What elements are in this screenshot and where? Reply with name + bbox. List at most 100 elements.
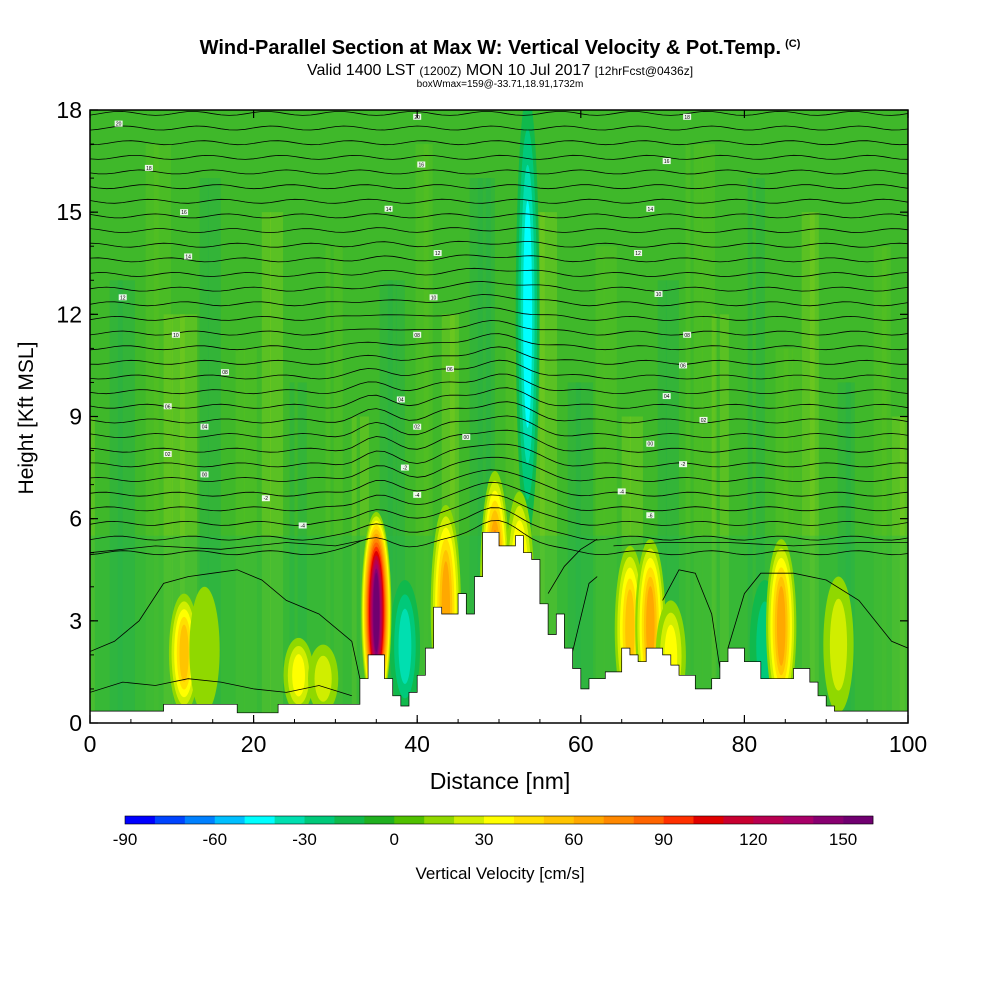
isotherm-line <box>727 572 908 649</box>
isotherm-line <box>572 576 598 652</box>
isotherm-label: 02 <box>699 416 708 424</box>
isotherm-line <box>662 569 721 669</box>
isotherm-label: 04 <box>396 396 405 403</box>
texture-streak <box>387 280 393 723</box>
texture-streak <box>845 382 851 723</box>
colorbar-swatch <box>753 816 784 824</box>
colorbar-swatch <box>454 816 485 824</box>
updraft-contour <box>373 572 380 652</box>
chart-title-unit: (C) <box>785 38 801 50</box>
chart-title: Wind-Parallel Section at Max W: Vertical… <box>199 37 801 59</box>
y-tick-label: 6 <box>69 506 82 532</box>
colorbar-swatch <box>154 816 186 824</box>
texture-streak <box>333 246 343 723</box>
texture-streak <box>899 416 908 723</box>
updraft-contour <box>646 586 655 666</box>
svg-text:18: 18 <box>146 166 152 172</box>
isotherm-label: 14 <box>646 205 655 213</box>
isotherm-label: 02 <box>163 450 172 458</box>
svg-text:06: 06 <box>680 363 686 369</box>
svg-text:16: 16 <box>181 210 187 216</box>
texture-streak <box>117 280 135 723</box>
isotherm-label: 10 <box>429 294 438 301</box>
colorbar-swatch <box>813 816 844 824</box>
isotherm-label: 06 <box>445 365 454 373</box>
isotherm-line <box>90 346 908 365</box>
isotherm-line <box>613 542 908 547</box>
isotherm-line <box>90 140 908 146</box>
isotherm-label: 16 <box>417 161 426 168</box>
isotherm-label: 04 <box>200 423 209 431</box>
isotherm-label: 16 <box>180 209 189 216</box>
svg-text:06: 06 <box>447 367 453 373</box>
svg-text:02: 02 <box>414 425 420 431</box>
svg-text:10: 10 <box>656 292 662 298</box>
svg-text:-2: -2 <box>264 496 269 502</box>
svg-text:02: 02 <box>165 452 171 458</box>
isotherm-line <box>90 281 908 292</box>
isotherm-label: -6 <box>646 512 655 519</box>
isotherm-line <box>90 333 908 351</box>
isotherm-line <box>90 456 908 482</box>
texture-streak <box>90 416 95 723</box>
colorbar-tick-label: -30 <box>292 830 317 849</box>
texture-streak <box>351 416 357 723</box>
isotherm-label: 12 <box>118 294 127 301</box>
colorbar-swatch <box>304 816 335 824</box>
isotherm-line <box>90 678 352 697</box>
isotherm-line <box>90 307 908 321</box>
colorbar-swatch <box>633 816 664 824</box>
isotherm-line <box>90 359 908 380</box>
svg-text:00: 00 <box>648 442 654 448</box>
isotherm-label: 00 <box>200 471 209 478</box>
svg-text:14: 14 <box>386 207 392 213</box>
isotherm-line <box>90 254 908 263</box>
isotherm-label: 08 <box>413 331 422 339</box>
colorbar-swatch <box>663 816 694 824</box>
isotherm-line <box>90 125 908 131</box>
texture-streak <box>603 246 617 723</box>
colorbar-swatch <box>603 816 634 824</box>
y-tick-label: 15 <box>56 199 82 225</box>
svg-text:08: 08 <box>222 370 228 376</box>
isotherm-label: -2 <box>400 464 409 472</box>
texture-streak <box>783 348 789 723</box>
isotherm-label: 08 <box>220 369 229 376</box>
updraft-contour <box>189 586 220 713</box>
isotherm-label: 06 <box>679 362 688 369</box>
texture-streak <box>289 382 295 723</box>
svg-text:-2: -2 <box>681 462 686 468</box>
texture-streak <box>801 212 819 723</box>
colorbar-frame <box>124 815 874 825</box>
svg-text:08: 08 <box>684 333 690 339</box>
x-tick-label: 60 <box>568 731 594 757</box>
texture-streak <box>747 178 753 723</box>
texture-streak <box>657 280 667 723</box>
svg-text:04: 04 <box>664 394 670 400</box>
colorbar-swatch <box>513 816 545 824</box>
isotherm-line <box>90 240 908 248</box>
isotherm-label: 10 <box>654 290 663 298</box>
isotherm-line <box>90 494 908 526</box>
isotherm-label: 06 <box>163 403 172 410</box>
isotherm-line <box>90 538 369 554</box>
updraft-contour <box>776 586 786 666</box>
texture-streak <box>567 382 581 723</box>
colorbar-label: Vertical Velocity [cm/s] <box>415 864 585 883</box>
isotherm-label: 16 <box>662 158 671 165</box>
svg-text:12: 12 <box>435 251 441 257</box>
x-tick-label: 0 <box>84 731 97 757</box>
texture-streak <box>881 246 887 723</box>
colorbar-swatch <box>573 816 605 824</box>
colorbar-swatch <box>244 816 275 824</box>
svg-text:18: 18 <box>684 115 690 121</box>
colorbar-swatch <box>184 816 216 824</box>
colorbar-swatch <box>364 816 395 824</box>
svg-text:12: 12 <box>635 251 641 257</box>
isotherm-label: 18 <box>683 113 692 121</box>
updraft-contour <box>314 655 332 702</box>
isotherm-label: -2 <box>261 495 270 502</box>
colorbar-swatch <box>214 816 245 824</box>
texture-streak <box>791 348 801 723</box>
terrain <box>90 532 908 723</box>
